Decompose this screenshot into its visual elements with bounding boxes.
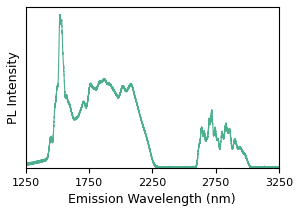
X-axis label: Emission Wavelength (nm): Emission Wavelength (nm) — [68, 193, 236, 206]
Y-axis label: PL Intensity: PL Intensity — [7, 51, 20, 124]
